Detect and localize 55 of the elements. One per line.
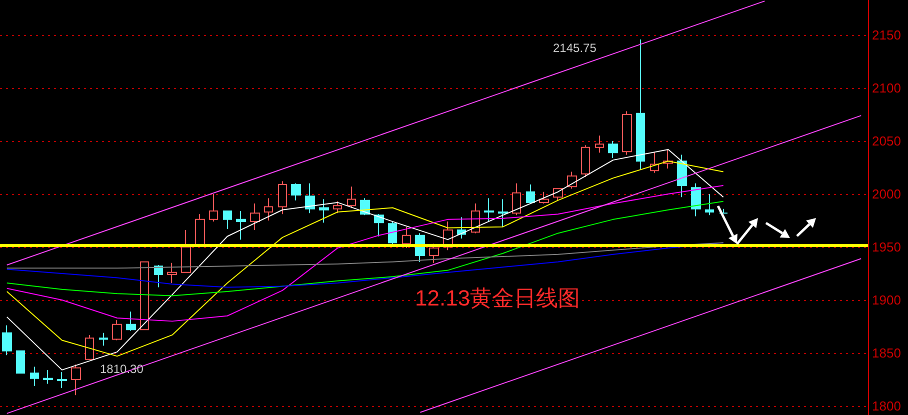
candlestick	[539, 191, 549, 204]
candlestick	[581, 144, 590, 178]
candlestick	[512, 182, 521, 216]
candlestick	[691, 182, 701, 217]
candlestick	[319, 198, 329, 224]
candlestick	[305, 182, 315, 214]
y-tick-label: 2100	[872, 80, 901, 96]
candlestick	[622, 110, 632, 156]
candlestick	[250, 203, 260, 231]
annotation: 2145.75	[553, 41, 597, 55]
y-tick-label: 1800	[872, 398, 901, 414]
y-tick-label: 1900	[872, 292, 901, 308]
candlestick	[181, 230, 191, 273]
y-tick-label: 1950	[872, 239, 901, 254]
candlestick	[526, 184, 535, 204]
candlestick	[57, 372, 67, 388]
candlestick	[264, 198, 273, 221]
candlestick	[595, 135, 604, 154]
candlestick	[85, 334, 94, 360]
candlestick	[498, 198, 508, 228]
candlestick	[2, 324, 12, 356]
candlestick	[291, 182, 301, 201]
line-series	[6, 242, 724, 288]
candlestick	[388, 221, 397, 246]
candlestick	[209, 193, 218, 222]
y-tick-label: 2050	[872, 133, 901, 148]
line-series	[6, 242, 724, 269]
y-tick-label: 1850	[872, 345, 901, 360]
candlestick	[154, 264, 163, 288]
candlestick	[278, 180, 287, 215]
candlestick	[333, 200, 342, 214]
candlestick	[636, 38, 645, 170]
candlestick	[140, 261, 149, 330]
candlestick	[43, 369, 53, 384]
text: 12.13黄金日线图	[415, 286, 580, 310]
candlestick	[195, 214, 205, 246]
candlestick	[30, 366, 39, 386]
candlestick	[223, 210, 232, 230]
line-series	[6, 185, 724, 322]
candlestick	[719, 208, 728, 214]
candlestick	[126, 311, 136, 332]
candlestick	[112, 320, 122, 341]
candlestick	[347, 186, 356, 208]
candlestick	[484, 198, 494, 222]
y-tick-label: 2150	[872, 27, 901, 42]
candlestick	[553, 188, 563, 201]
candlestick	[167, 262, 177, 284]
candlestick	[236, 210, 246, 240]
candlestick	[99, 332, 108, 346]
candlestick	[71, 364, 81, 396]
y-tick-label: 2000	[872, 186, 901, 202]
candlestick	[705, 193, 714, 216]
candlestick	[16, 350, 25, 374]
candlestick	[608, 140, 618, 158]
candlestick	[402, 226, 411, 249]
